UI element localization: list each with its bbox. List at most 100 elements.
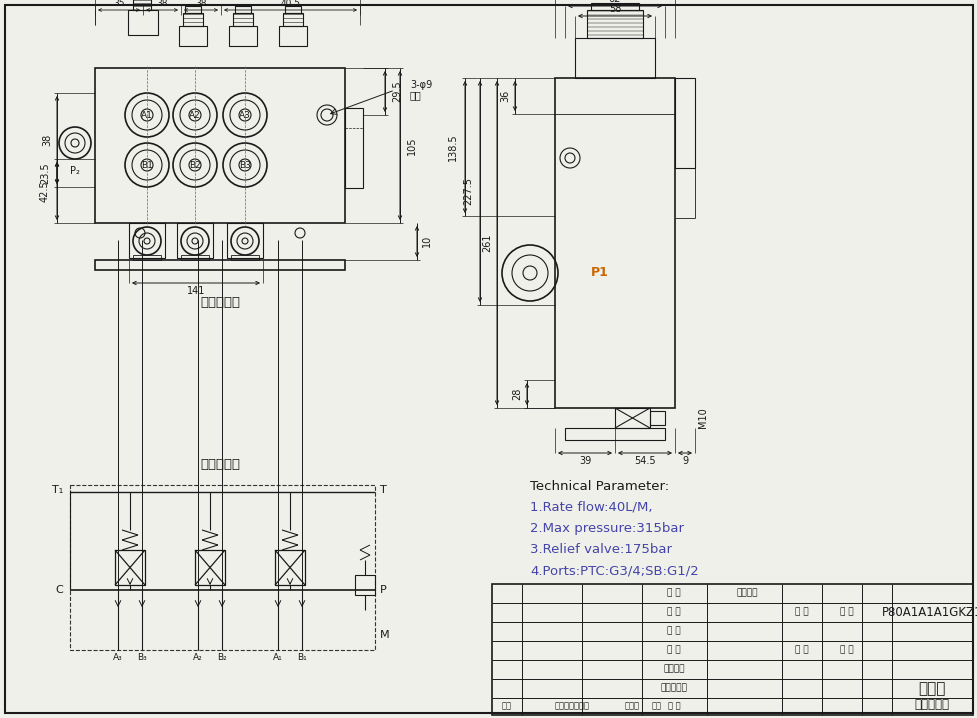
Text: 校 对: 校 对 [666,645,680,655]
Text: 第 张: 第 张 [839,645,853,655]
Text: B₂: B₂ [217,653,227,663]
Text: 40.5: 40.5 [280,0,300,7]
Bar [586,10,642,38]
Text: 38: 38 [195,0,206,7]
Text: 29.5: 29.5 [392,80,402,102]
Bar [275,550,305,585]
Text: 描 图: 描 图 [666,627,680,635]
Text: 9: 9 [681,456,688,466]
Text: 62: 62 [609,0,620,4]
Text: 3-φ9: 3-φ9 [409,80,432,90]
Text: P1: P1 [590,266,609,279]
Text: 38: 38 [156,0,168,7]
Text: 28: 28 [512,388,522,400]
Bar [177,223,213,258]
Text: B2: B2 [189,161,200,169]
Bar [355,575,374,595]
Text: B₃: B₃ [137,653,147,663]
Bar [491,584,972,715]
Text: M: M [380,630,389,640]
Bar [284,6,301,13]
Bar [574,38,655,78]
Bar [231,255,259,260]
Bar [615,408,650,428]
Text: A1: A1 [141,111,152,119]
Text: C: C [55,585,63,595]
Text: 制 图: 制 图 [666,607,680,617]
Bar [194,550,225,585]
Bar [115,550,145,585]
Text: B3: B3 [238,161,251,169]
Text: A2: A2 [189,111,200,119]
Text: 54.5: 54.5 [633,456,656,466]
Bar [128,10,158,35]
Bar [590,3,638,10]
Text: A₁: A₁ [273,653,282,663]
Text: 105: 105 [406,136,416,155]
Text: 审 核: 审 核 [667,701,680,711]
Text: 标准化检查: 标准化检查 [659,684,687,692]
Text: 多路阀: 多路阀 [917,681,945,696]
Text: 3.Relief valve:175bar: 3.Relief valve:175bar [530,543,671,556]
Text: 外型尺典图: 外型尺典图 [913,699,949,712]
Text: 2.Max pressure:315bar: 2.Max pressure:315bar [530,522,683,535]
Bar [229,26,257,46]
Text: 设 计: 设 计 [666,589,680,597]
Bar [133,255,161,260]
Text: 工艺检查: 工艺检查 [662,664,684,673]
Text: 38: 38 [42,134,52,146]
Text: 比 例: 比 例 [839,607,853,617]
Bar [133,0,150,10]
Bar [650,411,664,425]
Text: P₂: P₂ [70,166,80,176]
Text: 图样标记: 图样标记 [736,589,757,597]
Text: A₂: A₂ [192,653,202,663]
Text: 261: 261 [482,234,491,252]
Text: T₁: T₁ [52,485,63,495]
Bar [179,26,207,46]
Text: M10: M10 [698,408,707,429]
Text: 10: 10 [421,235,432,247]
Text: T: T [380,485,386,495]
Text: 重 量: 重 量 [794,607,808,617]
Text: Technical Parameter:: Technical Parameter: [530,480,668,493]
Text: 日期: 日期 [652,701,661,711]
Text: 39: 39 [578,456,590,466]
Text: 23.5: 23.5 [40,162,50,184]
Bar [181,255,209,260]
Bar [185,6,201,13]
Text: 液压原理图: 液压原理图 [199,297,239,309]
Text: 138.5: 138.5 [447,133,457,161]
Text: 227.5: 227.5 [462,177,473,205]
Bar [95,260,345,270]
Bar [345,108,362,188]
Text: 液压原理图: 液压原理图 [199,459,239,472]
Text: 42.5: 42.5 [40,180,50,202]
Text: 1.Rate flow:40L/M,: 1.Rate flow:40L/M, [530,501,652,514]
Bar [227,223,263,258]
Text: 更改人: 更改人 [624,701,639,711]
Bar [129,223,165,258]
Text: P: P [380,585,386,595]
Bar [183,13,203,26]
Text: 更改内容或依据: 更改内容或依据 [554,701,589,711]
Text: B1: B1 [141,161,152,169]
Bar [70,485,374,650]
Bar [282,13,303,26]
Bar [95,68,345,223]
Text: P80A1A1A1GKZ1: P80A1A1A1GKZ1 [881,605,977,618]
Text: B₁: B₁ [297,653,307,663]
Bar [565,428,664,440]
Text: A₃: A₃ [113,653,123,663]
Text: 141: 141 [187,286,205,296]
Text: 35: 35 [113,0,125,7]
Bar [674,78,695,168]
Text: 58: 58 [609,4,620,14]
Bar [234,6,251,13]
Text: 标记: 标记 [501,701,512,711]
Bar [278,26,307,46]
Text: 36: 36 [499,90,509,102]
Bar [233,13,253,26]
Bar [554,78,674,408]
Text: 4.Ports:PTC:G3/4;SB:G1/2: 4.Ports:PTC:G3/4;SB:G1/2 [530,564,698,577]
